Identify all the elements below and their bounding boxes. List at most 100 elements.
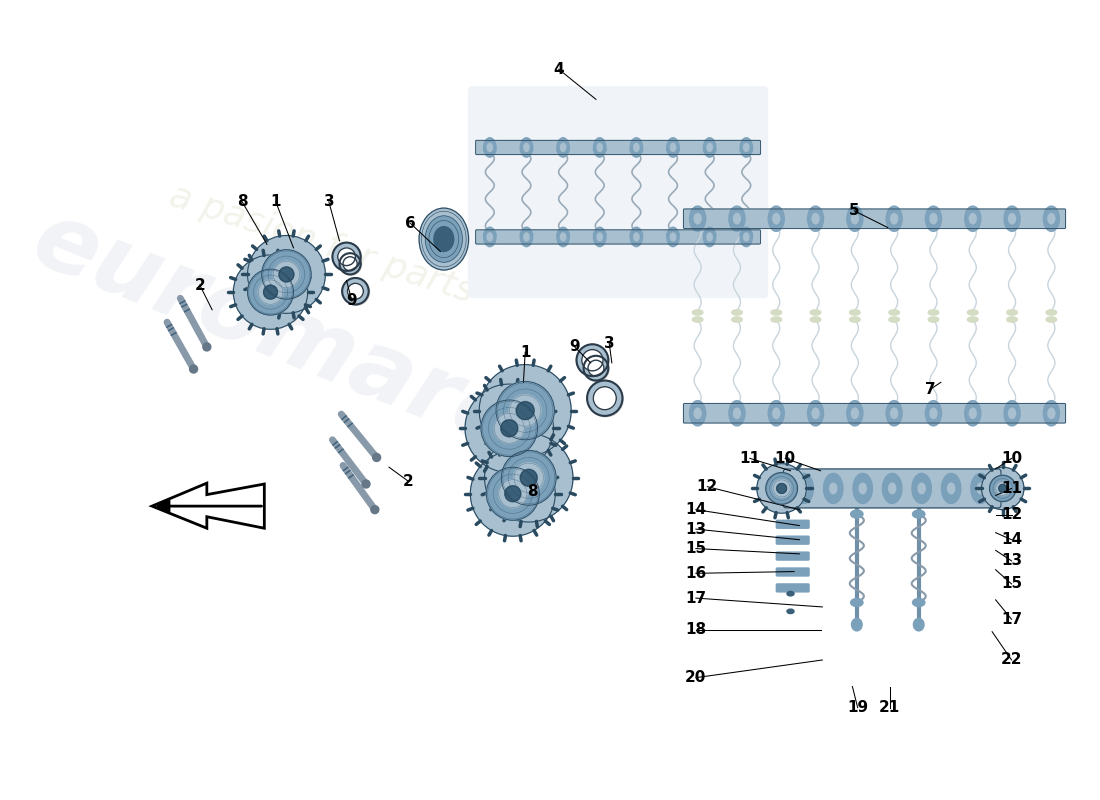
Circle shape	[996, 482, 1010, 495]
Ellipse shape	[692, 317, 703, 322]
Ellipse shape	[925, 401, 942, 426]
Ellipse shape	[630, 147, 642, 153]
Text: 1: 1	[520, 345, 530, 360]
Ellipse shape	[557, 227, 570, 246]
Ellipse shape	[594, 231, 606, 238]
Text: a pasion for parts: a pasion for parts	[165, 179, 479, 310]
Text: 10: 10	[1001, 451, 1022, 466]
Ellipse shape	[690, 206, 706, 231]
Ellipse shape	[560, 233, 565, 241]
Circle shape	[248, 235, 326, 314]
Circle shape	[248, 269, 294, 315]
Text: 11: 11	[739, 451, 760, 466]
FancyBboxPatch shape	[475, 140, 760, 154]
Ellipse shape	[703, 147, 716, 153]
Ellipse shape	[882, 474, 902, 503]
Ellipse shape	[740, 227, 752, 246]
Circle shape	[509, 394, 541, 426]
Ellipse shape	[965, 206, 981, 231]
Text: 1: 1	[271, 194, 282, 210]
Ellipse shape	[729, 206, 745, 231]
Ellipse shape	[977, 483, 985, 494]
Ellipse shape	[524, 143, 529, 151]
Ellipse shape	[918, 483, 925, 494]
Ellipse shape	[740, 231, 752, 238]
Ellipse shape	[740, 138, 752, 157]
Ellipse shape	[851, 214, 858, 224]
Ellipse shape	[850, 598, 864, 606]
Ellipse shape	[692, 219, 703, 225]
Text: 3: 3	[323, 194, 334, 210]
Ellipse shape	[557, 138, 570, 157]
Circle shape	[484, 434, 573, 522]
Text: 3: 3	[604, 336, 615, 351]
Ellipse shape	[703, 138, 716, 157]
Ellipse shape	[969, 408, 976, 418]
Circle shape	[373, 454, 381, 462]
Ellipse shape	[433, 226, 453, 251]
Ellipse shape	[811, 310, 821, 315]
FancyBboxPatch shape	[683, 209, 1066, 229]
Text: 5: 5	[849, 203, 859, 218]
Circle shape	[588, 382, 624, 417]
Ellipse shape	[942, 474, 961, 503]
Ellipse shape	[487, 143, 493, 151]
Ellipse shape	[971, 474, 990, 503]
Circle shape	[757, 464, 806, 513]
Circle shape	[340, 254, 362, 275]
Ellipse shape	[690, 401, 706, 426]
Ellipse shape	[692, 407, 703, 412]
Ellipse shape	[744, 233, 749, 241]
Circle shape	[502, 450, 557, 506]
Ellipse shape	[891, 214, 898, 224]
Ellipse shape	[694, 408, 701, 418]
Circle shape	[262, 250, 311, 299]
Ellipse shape	[630, 227, 642, 246]
Text: 22: 22	[1001, 653, 1022, 667]
Circle shape	[766, 473, 797, 504]
Ellipse shape	[524, 233, 529, 241]
Ellipse shape	[889, 310, 900, 315]
Circle shape	[338, 248, 355, 266]
Ellipse shape	[707, 143, 713, 151]
Ellipse shape	[484, 231, 496, 238]
Ellipse shape	[887, 401, 902, 426]
Ellipse shape	[930, 408, 937, 418]
Ellipse shape	[1046, 219, 1057, 225]
Text: 8: 8	[236, 194, 248, 210]
Ellipse shape	[968, 219, 978, 225]
FancyBboxPatch shape	[777, 552, 810, 560]
Text: 7: 7	[925, 382, 935, 397]
Ellipse shape	[419, 208, 469, 270]
Ellipse shape	[968, 310, 978, 315]
Ellipse shape	[887, 206, 902, 231]
Ellipse shape	[484, 138, 496, 157]
Circle shape	[500, 420, 517, 437]
Ellipse shape	[807, 206, 824, 231]
Ellipse shape	[630, 138, 642, 157]
Ellipse shape	[597, 233, 603, 241]
Ellipse shape	[913, 510, 925, 518]
Ellipse shape	[520, 227, 532, 246]
Ellipse shape	[847, 401, 862, 426]
Ellipse shape	[811, 317, 821, 322]
Ellipse shape	[667, 147, 679, 153]
Ellipse shape	[794, 474, 814, 503]
Ellipse shape	[594, 227, 606, 246]
Ellipse shape	[1009, 408, 1015, 418]
Ellipse shape	[928, 219, 938, 225]
Circle shape	[584, 356, 608, 381]
Circle shape	[505, 486, 520, 502]
FancyBboxPatch shape	[783, 469, 1001, 508]
Ellipse shape	[744, 143, 749, 151]
FancyBboxPatch shape	[777, 584, 810, 592]
Ellipse shape	[594, 147, 606, 153]
FancyBboxPatch shape	[777, 568, 810, 576]
Ellipse shape	[520, 231, 532, 238]
Ellipse shape	[1048, 408, 1055, 418]
Ellipse shape	[670, 143, 675, 151]
Circle shape	[332, 242, 361, 271]
Ellipse shape	[557, 231, 570, 238]
Text: 2: 2	[403, 474, 414, 489]
Circle shape	[584, 357, 609, 382]
